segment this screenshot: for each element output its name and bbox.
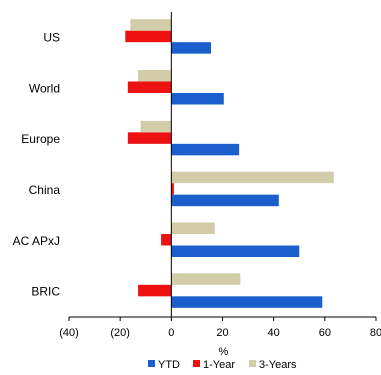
category-labels: US World Europe China AC APxJ BRIC bbox=[13, 30, 61, 298]
bar-3-years-china bbox=[171, 171, 334, 184]
x-ticks: (40) (20) 0 20 40 60 80 bbox=[59, 317, 381, 339]
bar-ytd-us bbox=[171, 42, 211, 54]
legend-label-1-year: 1-Year bbox=[203, 359, 235, 371]
bar-1-year-bric bbox=[138, 284, 172, 297]
bar-3-years-us bbox=[130, 19, 172, 31]
category-label: AC APxJ bbox=[13, 234, 60, 248]
bar-3-years-bric bbox=[171, 273, 241, 285]
bar-3-years-europe bbox=[140, 120, 172, 133]
category-label: BRIC bbox=[31, 285, 60, 299]
category-label: Europe bbox=[21, 132, 60, 146]
bar-1-year-world bbox=[127, 81, 172, 93]
bar-ytd-china bbox=[171, 194, 279, 207]
bar-3-years-world bbox=[138, 70, 172, 82]
bar-1-year-us bbox=[125, 30, 172, 43]
bar-ytd-world bbox=[171, 93, 224, 105]
x-tick-label: 20 bbox=[216, 327, 228, 339]
bar-1-year-europe bbox=[127, 132, 172, 144]
x-tick-label: 0 bbox=[168, 327, 174, 339]
legend-swatch-ytd bbox=[148, 360, 155, 367]
x-tick-label: 40 bbox=[268, 327, 280, 339]
x-tick-label: (20) bbox=[110, 327, 130, 339]
bar-3-years-ac-apxj bbox=[171, 222, 215, 234]
bar-ytd-bric bbox=[171, 296, 323, 308]
bars-group bbox=[125, 19, 334, 308]
x-tick-label: 60 bbox=[319, 327, 331, 339]
category-label: China bbox=[29, 183, 61, 197]
bar-1-year-china bbox=[171, 183, 174, 195]
legend-label-3-years: 3-Years bbox=[259, 359, 297, 371]
legend-swatch-3-years bbox=[249, 360, 256, 367]
bar-1-year-ac-apxj bbox=[161, 234, 172, 246]
bar-ytd-ac-apxj bbox=[171, 245, 300, 257]
category-label: US bbox=[43, 30, 60, 44]
legend-label-ytd: YTD bbox=[158, 359, 180, 371]
bar-ytd-europe bbox=[171, 143, 240, 156]
x-tick-label: 80 bbox=[370, 327, 381, 339]
x-axis-title: % bbox=[218, 346, 228, 358]
category-label: World bbox=[29, 81, 60, 95]
legend-swatch-1-year bbox=[193, 360, 200, 367]
x-tick-label: (40) bbox=[59, 327, 79, 339]
legend: YTD 1-Year 3-Years bbox=[148, 359, 297, 371]
